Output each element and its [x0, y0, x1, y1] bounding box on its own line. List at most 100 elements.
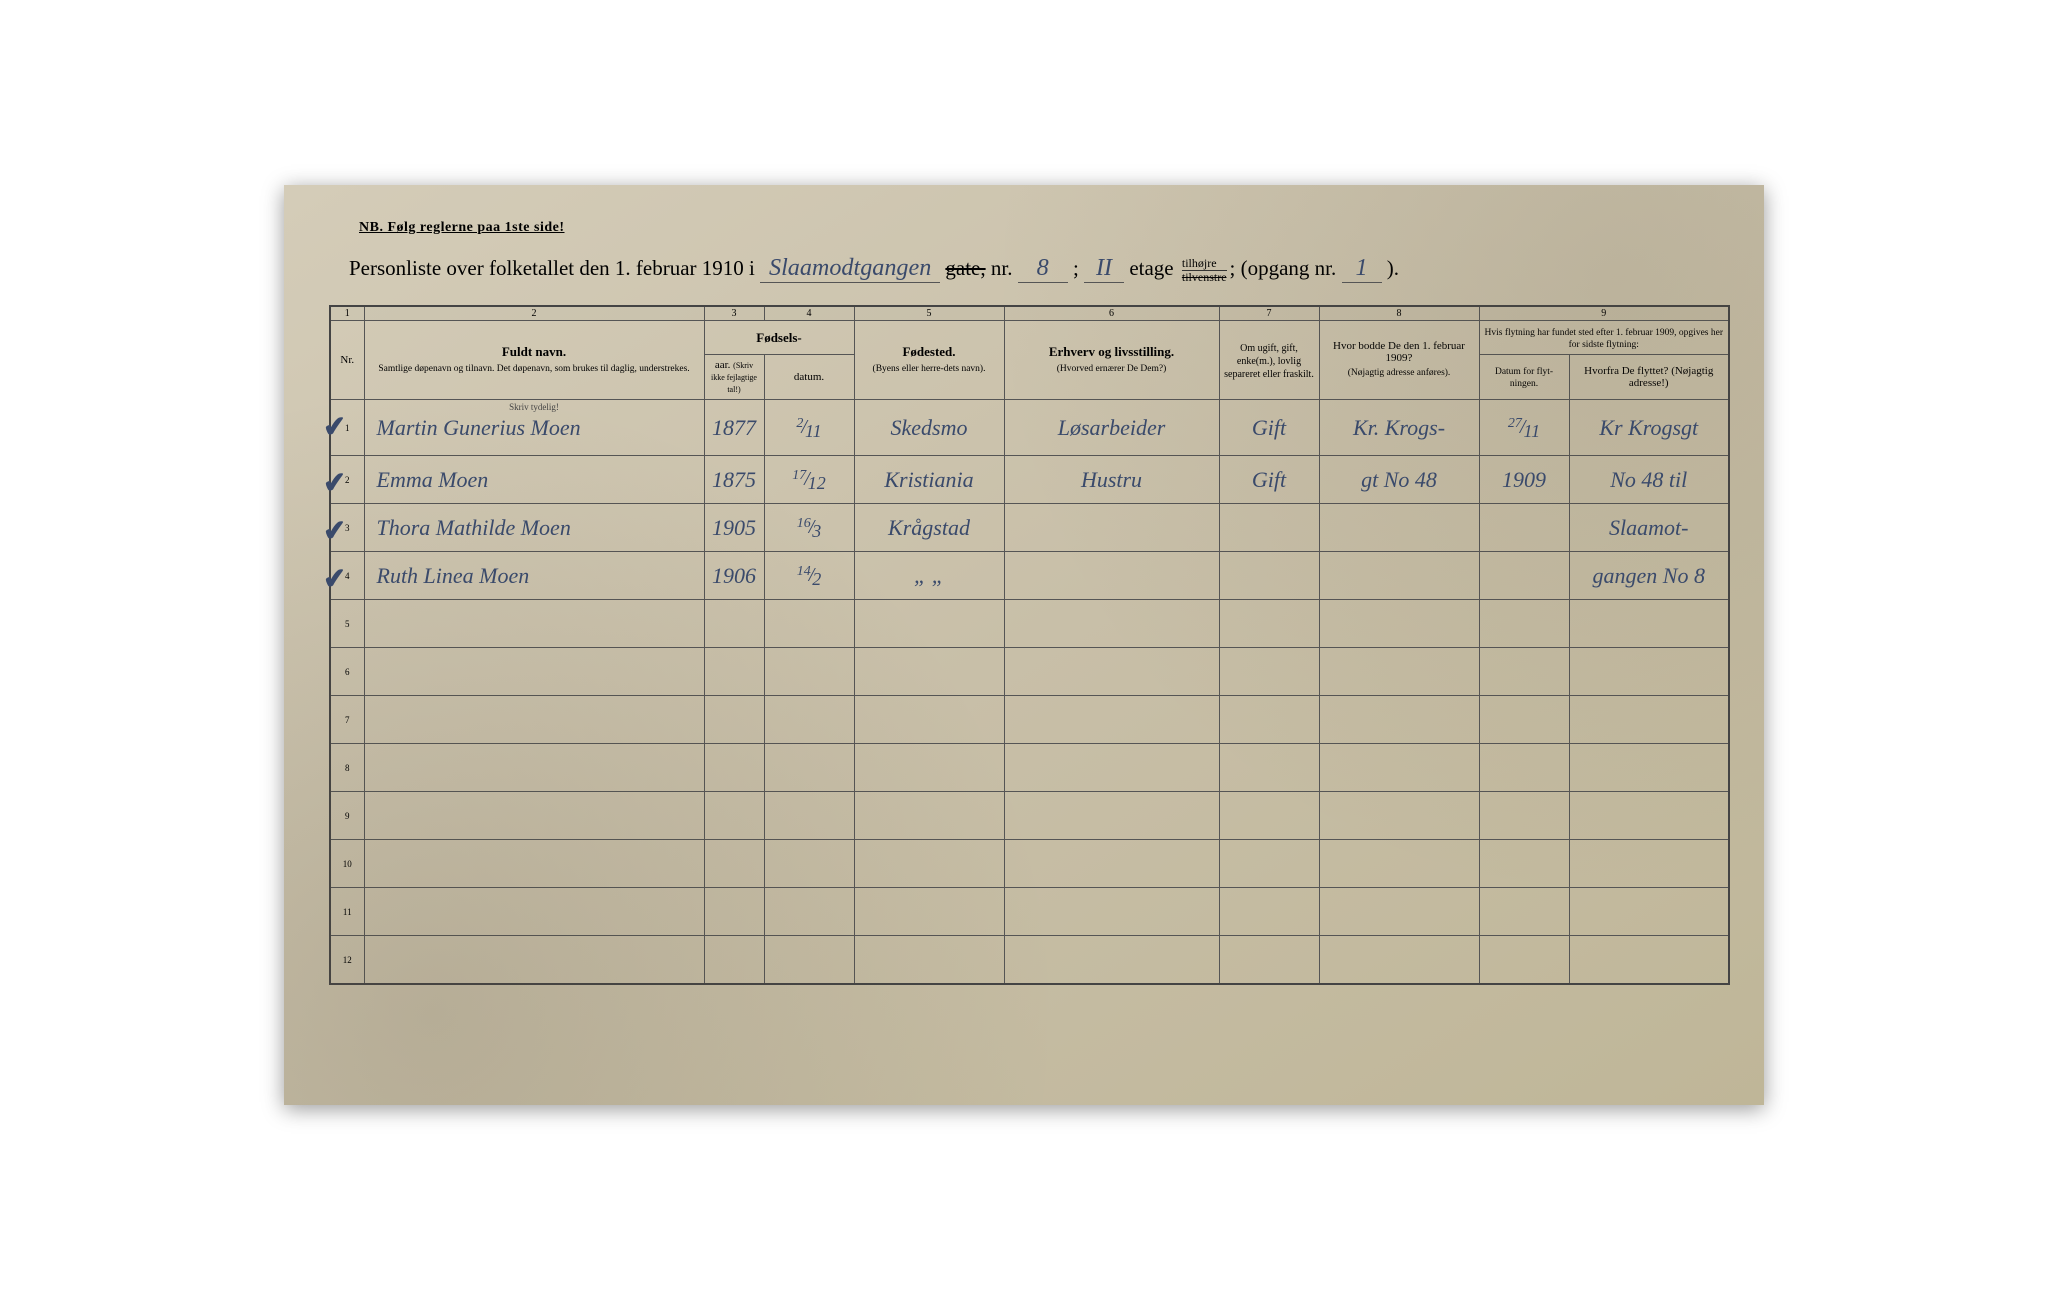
moved-from: gangen No 8: [1593, 563, 1705, 588]
cell-empty: [364, 600, 704, 648]
cell-name: Emma Moen: [364, 456, 704, 504]
cell-empty: [1004, 792, 1219, 840]
address-1909: Kr. Krogs-: [1353, 415, 1445, 440]
nr-blank: 8: [1018, 254, 1068, 283]
cell-empty: [364, 792, 704, 840]
cell-date: 16/3: [764, 504, 854, 552]
birthplace: Krågstad: [888, 515, 970, 540]
side-fraction: tilhøjre tilvenstre: [1182, 257, 1227, 283]
birth-year: 1877: [712, 415, 756, 440]
table-row-empty: 8: [330, 744, 1729, 792]
cell-nr: 10: [330, 840, 364, 888]
cell-empty: [764, 744, 854, 792]
cell-occupation: Løsarbeider: [1004, 400, 1219, 456]
etage-label: etage: [1129, 256, 1173, 280]
cell-status: [1219, 552, 1319, 600]
cell-name: Ruth Linea Moen: [364, 552, 704, 600]
cell-empty: [704, 936, 764, 984]
cell-empty: [1479, 936, 1569, 984]
cell-date: 17/12: [764, 456, 854, 504]
cell-empty: [704, 696, 764, 744]
h-flyt-datum-text: Datum for flyt-ningen.: [1495, 367, 1553, 389]
side-bottom: tilvenstre: [1182, 271, 1227, 283]
person-name: Emma Moen: [377, 467, 489, 492]
cell-empty: [364, 936, 704, 984]
moved-from: Slaamot-: [1609, 515, 1688, 540]
cell-empty: [1569, 888, 1729, 936]
row-number: 5: [345, 619, 350, 629]
h-flyt: Hvis flytning har fundet sted efter 1. f…: [1479, 320, 1729, 355]
cell-empty: [854, 600, 1004, 648]
h-ugift-text: Om ugift, gift, enke(m.), lovlig separer…: [1223, 342, 1316, 381]
h-fodested-small: (Byens eller herre-dets navn).: [858, 363, 1001, 375]
cell-empty: [764, 936, 854, 984]
cell-year: 1906: [704, 552, 764, 600]
cell-nr: 12: [330, 936, 364, 984]
h-nr: Nr.: [330, 320, 364, 400]
cell-empty: [1319, 936, 1479, 984]
census-table: 1 2 3 4 5 6 7 8 9 Nr. Fuldt navn. Samtli…: [329, 305, 1730, 985]
h-datum-label: datum.: [794, 371, 824, 383]
cell-empty: [764, 792, 854, 840]
table-row-empty: 12: [330, 936, 1729, 984]
h-erhverv-big: Erhverv og livsstilling.: [1049, 344, 1174, 359]
cell-empty: [1479, 744, 1569, 792]
row-number: 7: [345, 715, 350, 725]
sep1: ;: [1073, 256, 1079, 280]
row-number: 8: [345, 763, 350, 773]
colnum: 6: [1004, 306, 1219, 321]
cell-empty: [1004, 744, 1219, 792]
cell-empty: [1319, 696, 1479, 744]
cell-empty: [1479, 888, 1569, 936]
form-title-line: Personliste over folketallet den 1. febr…: [349, 254, 1719, 283]
cell-empty: [764, 696, 854, 744]
row-number: 12: [343, 955, 352, 965]
moved-from: Kr Krogsgt: [1599, 415, 1698, 440]
checkmark-icon: ✔: [322, 409, 348, 445]
cell-empty: [1479, 840, 1569, 888]
cell-empty: [1319, 840, 1479, 888]
cell-nr: 11: [330, 888, 364, 936]
cell-date: 2/11: [764, 400, 854, 456]
cell-nr: 8: [330, 744, 364, 792]
cell-empty: [364, 840, 704, 888]
cell-empty: [1319, 792, 1479, 840]
table-row-empty: 11: [330, 888, 1729, 936]
cell-empty: [854, 648, 1004, 696]
cell-empty: [1319, 600, 1479, 648]
h-bodde: Hvor bodde De den 1. februar 1909? (Nøja…: [1319, 320, 1479, 400]
cell-empty: [704, 744, 764, 792]
header-row-1: Nr. Fuldt navn. Samtlige døpenavn og til…: [330, 320, 1729, 355]
cell-empty: [854, 792, 1004, 840]
cell-empty: [764, 840, 854, 888]
marital-status: Gift: [1252, 467, 1286, 492]
cell-occupation: Hustru: [1004, 456, 1219, 504]
cell-empty: [1319, 648, 1479, 696]
nb-instruction: NB. Følg reglerne paa 1ste side!: [359, 220, 1719, 236]
cell-nr: 5: [330, 600, 364, 648]
table-row: ✔ 4 Ruth Linea Moen 1906 14/2 „ „ gangen…: [330, 552, 1729, 600]
side-top: tilhøjre: [1182, 257, 1227, 271]
cell-empty: [1569, 840, 1729, 888]
cell-empty: [1479, 648, 1569, 696]
cell-moved-from: No 48 til: [1569, 456, 1729, 504]
cell-empty: [1479, 600, 1569, 648]
birth-year: 1905: [712, 515, 756, 540]
h-fodsels: Fødsels-: [704, 320, 854, 355]
cell-empty: [764, 600, 854, 648]
cell-year: 1905: [704, 504, 764, 552]
h-datum: datum.: [764, 355, 854, 400]
cell-empty: [764, 888, 854, 936]
person-name: Martin Gunerius Moen: [377, 415, 581, 440]
table-row-empty: 10: [330, 840, 1729, 888]
cell-empty: [1569, 936, 1729, 984]
cell-empty: [1219, 936, 1319, 984]
birthplace: Kristiania: [884, 467, 973, 492]
cell-birthplace: Krågstad: [854, 504, 1004, 552]
h-bodde-big: Hvor bodde De den 1. februar 1909?: [1333, 340, 1465, 364]
row-number: 6: [345, 667, 350, 677]
cell-empty: [1004, 936, 1219, 984]
cell-empty: [1319, 744, 1479, 792]
colnum: 7: [1219, 306, 1319, 321]
cell-addr1909: gt No 48: [1319, 456, 1479, 504]
